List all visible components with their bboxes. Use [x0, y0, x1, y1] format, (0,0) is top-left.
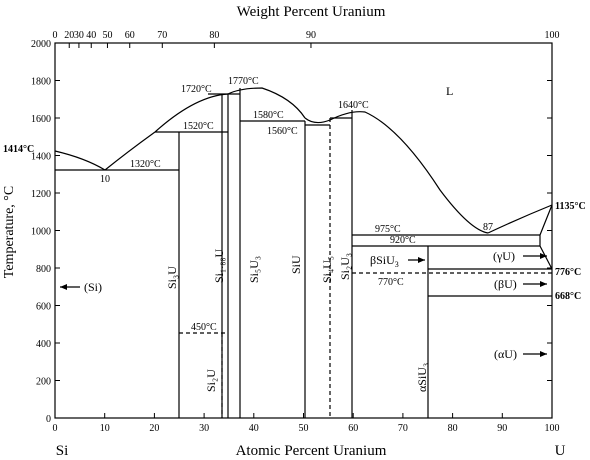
si3u-label: Si₃U — [165, 266, 179, 289]
y-axis-title: Temperature, °C — [2, 186, 17, 278]
top-tick-label: 60 — [125, 30, 135, 41]
top-tick-label: 90 — [306, 30, 316, 41]
temp-668-label: 668°C — [555, 291, 581, 302]
bottom-tick-label: 90 — [497, 423, 507, 434]
liquidus-dip — [304, 117, 331, 124]
left-y-ticks: 0 200 400 600 800 1000 1200 1400 1600 1800 2000 — [31, 39, 552, 425]
top-tick-label: 30 — [74, 30, 84, 41]
bottom-tick-label: 10 — [100, 423, 110, 434]
left-tick-label: 1600 — [31, 114, 51, 125]
left-tick-label: 0 — [46, 414, 51, 425]
left-tick-label: 600 — [36, 302, 51, 313]
plot-frame — [54, 42, 553, 419]
eutectic-87-label: 87 — [483, 222, 493, 233]
left-tick-label: 800 — [36, 264, 51, 275]
temp-1720-label: 1720°C — [181, 84, 212, 95]
left-element-label: Si — [56, 443, 69, 459]
bottom-tick-label: 80 — [448, 423, 458, 434]
dashed-boundaries — [179, 118, 552, 418]
top-tick-label: 100 — [545, 30, 560, 41]
beta-u-label: (βU) — [494, 277, 517, 291]
liquidus-si2u3 — [329, 111, 489, 234]
si188u-label: Si₁.₈₈U — [212, 248, 226, 283]
liquidus-si3u — [104, 131, 156, 171]
si5u3-label: Si₅U₃ — [247, 256, 261, 283]
si2u3-label: Si₂U₃ — [338, 253, 352, 280]
left-tick-label: 1000 — [31, 227, 51, 238]
gamma-u-label: (γU) — [493, 249, 515, 263]
left-tick-label: 400 — [36, 339, 51, 350]
u-liquidus — [487, 204, 553, 234]
right-element-label: U — [555, 443, 566, 459]
bottom-tick-label: 0 — [53, 423, 58, 434]
top-axis-title: Weight Percent Uranium — [237, 4, 386, 20]
top-tick-label: 50 — [102, 30, 112, 41]
top-tick-label: 0 — [53, 30, 58, 41]
temp-1640-label: 1640°C — [338, 100, 369, 111]
u-melt-label: 1135°C — [555, 201, 586, 212]
temp-975-label: 975°C — [375, 224, 401, 235]
temp-1560-label: 1560°C — [267, 126, 298, 137]
si4u5-label: Si₄U₅ — [320, 256, 334, 283]
alpha-u-label: (αU) — [494, 347, 517, 361]
left-tick-label: 1200 — [31, 189, 51, 200]
si-solid-label: (Si) — [84, 280, 102, 294]
gamma-u-boundary — [539, 204, 553, 270]
beta-siu3-subscript: 3 — [395, 260, 399, 269]
temp-920-label: 920°C — [390, 235, 416, 246]
top-tick-label: 40 — [86, 30, 96, 41]
bottom-tick-label: 20 — [149, 423, 159, 434]
bottom-tick-label: 100 — [545, 423, 560, 434]
top-x-ticks: 0 20 30 40 50 60 70 80 90 100 — [53, 30, 560, 48]
siu-label: SiU — [289, 255, 303, 274]
alpha-siu3-label: αSiU₃ — [415, 363, 429, 392]
temp-1520-label: 1520°C — [183, 121, 214, 132]
liquidus-dome — [154, 87, 306, 133]
arrows — [60, 253, 547, 357]
left-tick-label: 1800 — [31, 77, 51, 88]
bottom-tick-label: 50 — [299, 423, 309, 434]
si2u-label: Si₂U — [204, 369, 218, 392]
temp-1320-label: 1320°C — [130, 159, 161, 170]
bottom-axis-title: Atomic Percent Uranium — [236, 443, 387, 459]
bottom-x-ticks: 0 10 20 30 40 50 60 70 80 90 100 — [53, 413, 560, 434]
si-melt-label: 1414°C — [3, 144, 34, 155]
bottom-tick-label: 30 — [199, 423, 209, 434]
si-liquidus — [54, 150, 106, 171]
top-tick-label: 20 — [64, 30, 74, 41]
top-tick-label: 80 — [209, 30, 219, 41]
phase-boundaries — [54, 87, 553, 418]
bottom-tick-label: 60 — [348, 423, 358, 434]
left-tick-label: 2000 — [31, 39, 51, 50]
eutectic-10-label: 10 — [100, 174, 110, 185]
top-tick-label: 70 — [157, 30, 167, 41]
bottom-tick-label: 70 — [398, 423, 408, 434]
left-tick-label: 1400 — [31, 152, 51, 163]
bottom-tick-label: 40 — [249, 423, 259, 434]
beta-siu3-text: βSiU — [370, 253, 395, 267]
temp-776-label: 776°C — [555, 267, 581, 278]
liquid-label: L — [446, 84, 453, 98]
temp-450-label: 450°C — [191, 322, 217, 333]
temp-1770-label: 1770°C — [228, 76, 259, 87]
beta-siu3-label: βSiU3 — [370, 253, 399, 269]
temp-770-label: 770°C — [378, 277, 404, 288]
left-tick-label: 200 — [36, 377, 51, 388]
temp-1580-label: 1580°C — [253, 110, 284, 121]
